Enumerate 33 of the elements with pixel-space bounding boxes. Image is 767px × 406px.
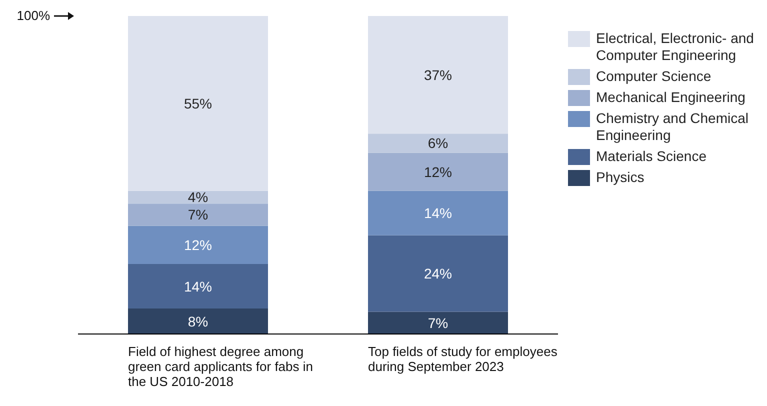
data-label: 8% — [188, 313, 208, 330]
data-label: 37% — [424, 66, 452, 83]
bar — [128, 16, 268, 191]
bar — [368, 134, 508, 153]
bar — [368, 190, 508, 236]
legend-label: Mechanical Engineering — [596, 89, 746, 106]
legend-label: Physics — [596, 169, 644, 186]
data-label: 14% — [184, 278, 212, 294]
data-label: 4% — [188, 189, 208, 206]
text: 100% — [16, 8, 50, 23]
legend-label: Chemistry and Chemical Engineering — [596, 110, 750, 144]
x-tick-label: Field of highest degree among green card applicants for fabs in the US 2010-2018 — [128, 344, 313, 389]
bar — [368, 312, 508, 334]
bar — [128, 264, 268, 309]
x-tick-label: Top fields of study for employees during September 2023 — [368, 344, 558, 374]
bar — [128, 308, 268, 334]
legend-label: Computer Science — [596, 68, 712, 85]
bar — [368, 235, 508, 312]
data-label: 12% — [424, 164, 452, 180]
data-label: 6% — [428, 135, 448, 152]
data-label: 12% — [184, 236, 212, 253]
bar — [368, 152, 508, 191]
data-label: 7% — [188, 206, 208, 223]
data-label: 7% — [428, 314, 448, 331]
data-label: 55% — [184, 95, 212, 112]
bar — [368, 16, 508, 134]
legend-label: Electrical, Electronic- and Computer Engineering — [596, 30, 755, 64]
legend-label: Materials Science — [596, 148, 706, 165]
data-label: 24% — [424, 266, 452, 282]
bar — [128, 190, 268, 204]
data-label: 14% — [424, 205, 452, 222]
bar — [128, 204, 268, 226]
bar — [128, 226, 268, 264]
